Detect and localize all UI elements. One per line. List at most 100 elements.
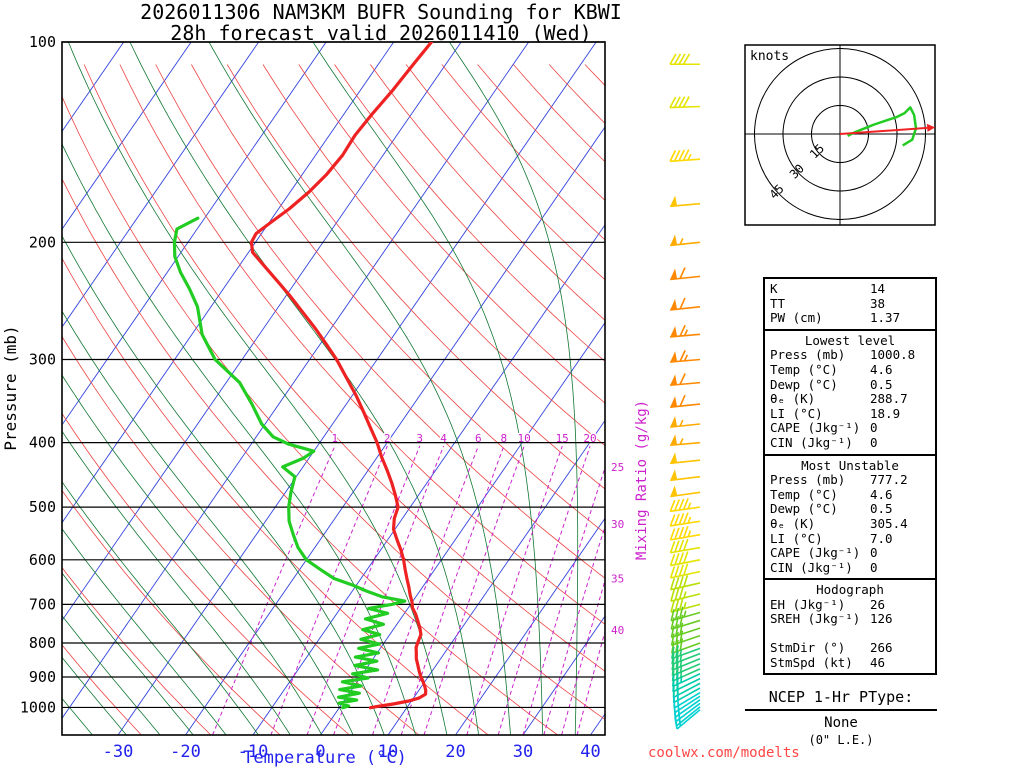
stat-row: LI (°C) 7.0 — [770, 531, 930, 547]
stat-row: Press (mb) 777.2 — [770, 473, 930, 488]
stat-value: 0 — [870, 545, 878, 561]
moist-adiabat-line — [62, 615, 161, 735]
dry-adiabat-line — [62, 566, 212, 735]
temperature-axis-label: Temperature (°C) — [243, 748, 407, 768]
mixing-ratio-value-label: 2 — [384, 432, 391, 445]
mixing-ratio-line — [400, 445, 505, 735]
wind-barb — [669, 538, 701, 554]
stat-label: StmDir (°) — [770, 640, 846, 656]
pressure-tick-label: 800 — [29, 634, 56, 652]
dry-adiabat-line — [62, 177, 558, 735]
chart-title-line2: 28h forecast valid 2026011410 (Wed) — [170, 21, 592, 45]
pressure-tick-label: 1000 — [20, 698, 56, 716]
dry-adiabat-line — [405, 64, 605, 281]
stat-label: StmSpd (kt) — [770, 654, 853, 670]
mixing-ratio-value-label: 40 — [611, 624, 624, 637]
wind-barb — [670, 297, 701, 311]
wind-barb — [670, 234, 701, 247]
mixing-ratio-value-label: 35 — [611, 572, 624, 585]
stat-value: 266 — [870, 640, 893, 656]
stat-label: CAPE (Jkg⁻¹) — [770, 420, 861, 436]
moist-adiabat-line — [129, 42, 480, 735]
isotherm-line — [117, 42, 597, 735]
stat-label: PW (cm) — [770, 310, 823, 326]
storm-motion-arrowhead — [926, 123, 936, 132]
isotherms — [62, 42, 605, 735]
storm-motion-arrow — [839, 126, 928, 135]
moist-adiabat-line — [62, 310, 354, 735]
stat-row: Press (mb) 1000.8 — [770, 348, 930, 363]
stats-panel: K 14 TT 38 PW (cm) 1.37 Lowest level Press (mb)… — [763, 277, 937, 676]
stats-section-header: Hodograph — [816, 582, 884, 598]
stat-value: 0 — [870, 434, 878, 450]
wind-barb — [670, 416, 701, 428]
mixing-ratio-line — [561, 578, 605, 735]
dry-adiabat-line — [62, 412, 350, 735]
stat-value: 0 — [870, 420, 878, 436]
moist-adiabat-line — [208, 42, 511, 735]
stat-value: 0.5 — [870, 376, 893, 392]
mixing-ratio-line — [423, 445, 525, 735]
moist-adiabat-line — [62, 481, 259, 735]
wind-barb — [670, 373, 701, 387]
stat-value: 288.7 — [870, 391, 908, 407]
wind-barb — [669, 525, 701, 541]
isotherm-line — [320, 321, 605, 735]
stat-value: 18.9 — [870, 405, 901, 421]
dry-adiabat-line — [441, 64, 605, 241]
moist-adiabat-line — [62, 143, 417, 735]
mixing-ratio-line — [522, 466, 605, 735]
isotherm-line — [455, 517, 605, 735]
stat-label: Dewp (°C) — [770, 376, 838, 392]
mixing-ratio-value-label: 3 — [416, 432, 423, 445]
stat-row: CAPE (Jkg⁻¹) 0 — [770, 545, 930, 561]
wind-barb — [669, 512, 701, 527]
stat-value: 46 — [870, 654, 886, 670]
wind-barb — [670, 469, 701, 482]
dry-adiabat-line — [334, 64, 605, 362]
wind-barb — [669, 53, 700, 66]
dewpoint-trace — [172, 216, 407, 710]
dry-adiabat-line — [477, 64, 605, 202]
isotherm-line — [387, 419, 605, 735]
stat-value: 1000.8 — [870, 347, 916, 363]
mixing-ratio-axis-label: Mixing Ratio (g/kg) — [634, 400, 650, 560]
stat-row: EH (Jkg⁻¹) 26 — [770, 596, 930, 613]
stats-divider — [765, 328, 935, 331]
stats-section-header: Lowest level — [804, 332, 896, 348]
isotherm-line — [62, 42, 192, 230]
temperature-tick-label: 30 — [513, 742, 533, 762]
stat-row: SREH (Jkg⁻¹) 126 — [770, 612, 930, 627]
mixing-ratio-line — [543, 524, 605, 735]
isotherm-line — [62, 42, 530, 720]
stat-value: 14 — [870, 281, 886, 296]
mixing-ratio-value-label: 30 — [611, 518, 624, 531]
stat-label: Press (mb) — [770, 472, 846, 488]
moist-adiabat-line — [62, 374, 323, 735]
stat-value: 1.37 — [870, 310, 901, 326]
stat-row: LI (°C) 18.9 — [770, 405, 930, 422]
isotherm-line — [62, 42, 395, 524]
temperature-tick-label: -10 — [238, 742, 269, 762]
mixing-ratio-value-label: 6 — [475, 432, 482, 445]
stat-row: Dewp (°C) 0.5 — [770, 376, 930, 393]
wind-barb-column — [669, 53, 701, 730]
temperature-tick-label: 10 — [378, 742, 398, 762]
stat-label: TT — [770, 295, 786, 311]
moist-adiabat-line — [62, 235, 385, 735]
pressure-tick-label: 600 — [29, 551, 56, 569]
wind-barb — [670, 324, 701, 338]
dry-adiabat-line — [62, 335, 420, 735]
dry-adiabat-line — [262, 64, 605, 447]
dry-adiabat-line — [119, 64, 605, 625]
hodograph-ring-label: 15 — [807, 141, 827, 161]
wind-barb — [669, 551, 701, 567]
stat-label: EH (Jkg⁻¹) — [770, 596, 846, 612]
stat-row: CIN (Jkg⁻¹) 0 — [770, 560, 930, 576]
temperature-tick-label: 20 — [445, 742, 465, 762]
temperature-trace — [249, 42, 434, 710]
wind-barb — [670, 574, 701, 591]
stat-value: 126 — [870, 611, 893, 627]
